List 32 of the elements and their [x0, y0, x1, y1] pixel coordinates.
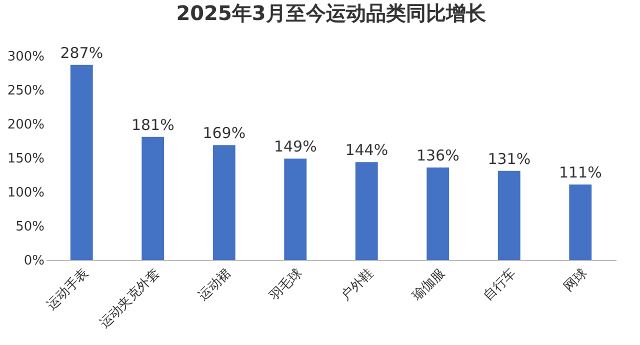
x-tick-label: 户外鞋 [338, 266, 377, 304]
data-label: 181% [131, 116, 174, 134]
data-label: 149% [274, 138, 317, 156]
x-tick-label: 网球 [561, 266, 590, 295]
y-tick-label: 50% [16, 220, 44, 234]
x-tick-label: 运动夹克外套 [97, 266, 163, 332]
x-tick-label: 羽毛球 [266, 266, 306, 305]
x-tick-label: 瑜伽服 [410, 266, 448, 304]
y-tick-label: 250% [7, 84, 44, 98]
bar [569, 184, 592, 260]
x-tick-label: 运动手表 [44, 266, 92, 314]
data-label: 169% [202, 124, 246, 142]
chart-title: 2025年3月至今运动品类同比增长 [176, 0, 487, 25]
bar [498, 170, 520, 260]
bar [284, 158, 307, 260]
x-tick-label: 自行车 [480, 266, 520, 304]
bar [70, 64, 93, 260]
data-label: 131% [488, 150, 531, 168]
bar [142, 136, 164, 260]
data-label: 287% [60, 44, 104, 62]
y-tick-label: 300% [7, 50, 44, 64]
y-tick-label: 150% [7, 152, 44, 166]
y-tick-label: 100% [7, 186, 44, 200]
bar [426, 168, 450, 260]
y-tick-label: 200% [7, 118, 44, 132]
data-label: 144% [345, 141, 388, 160]
bar [355, 162, 378, 260]
bar [212, 145, 236, 260]
y-tick-label: 0% [24, 254, 44, 268]
data-label: 111% [558, 164, 602, 182]
data-label: 136% [416, 146, 460, 165]
x-tick-label: 运动裙 [196, 266, 234, 304]
